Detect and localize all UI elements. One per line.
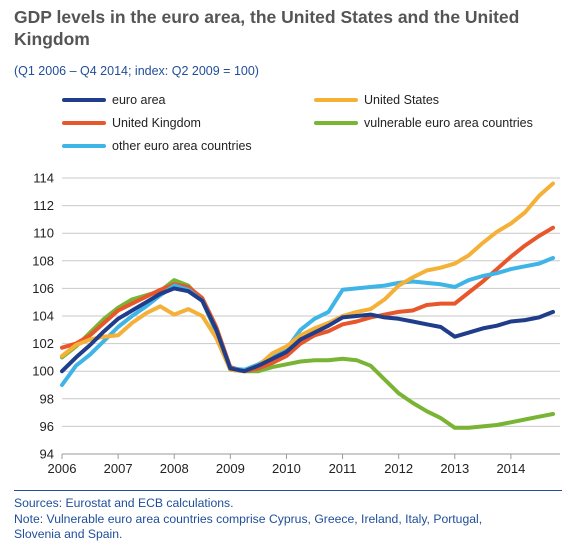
y-tick-label-98: 98 bbox=[40, 391, 54, 406]
line-chart: 94 96 98 100 102 104 106 108 110 112 114 2006 2007 20… bbox=[32, 171, 560, 476]
x-tick-label-2008: 2008 bbox=[160, 461, 189, 476]
y-tick-label-114: 114 bbox=[33, 171, 54, 186]
x-tick-label-2014: 2014 bbox=[496, 461, 525, 476]
x-tick-label-2013: 2013 bbox=[440, 461, 469, 476]
y-tick-label-94: 94 bbox=[40, 447, 54, 462]
x-tick-label-2006: 2006 bbox=[48, 461, 77, 476]
legend-item-other-euro: other euro area countries bbox=[62, 138, 252, 154]
x-tick-label-2007: 2007 bbox=[104, 461, 133, 476]
series-line-united-kingdom bbox=[60, 225, 555, 374]
legend-item-euro-area: euro area bbox=[62, 92, 166, 108]
legend-swatch-other-euro bbox=[62, 144, 106, 148]
y-tick-label-102: 102 bbox=[32, 336, 54, 351]
y-tick-label-112: 112 bbox=[33, 198, 54, 213]
legend-label-other-euro: other euro area countries bbox=[112, 139, 252, 153]
y-tick-label-104: 104 bbox=[32, 309, 54, 324]
legend-label-euro-area: euro area bbox=[112, 93, 166, 107]
footnotes: Sources: Eurostat and ECB calculations. … bbox=[14, 496, 564, 543]
x-tick-label-2011: 2011 bbox=[329, 461, 357, 476]
chart-title: GDP levels in the euro area, the United … bbox=[14, 7, 520, 49]
x-tick-label-2009: 2009 bbox=[216, 461, 245, 476]
legend-item-vulnerable: vulnerable euro area countries bbox=[314, 115, 533, 131]
legend-swatch-vulnerable bbox=[314, 121, 358, 125]
legend-swatch-united-kingdom bbox=[62, 121, 106, 125]
y-tick-label-96: 96 bbox=[40, 419, 54, 434]
legend-item-united-kingdom: United Kingdom bbox=[62, 115, 201, 131]
legend-item-united-states: United States bbox=[314, 92, 439, 108]
chart-subtitle: (Q1 2006 – Q4 2014; index: Q2 2009 = 100… bbox=[14, 64, 259, 78]
x-tick-label-2010: 2010 bbox=[272, 461, 301, 476]
legend-swatch-euro-area bbox=[62, 98, 106, 102]
legend-label-united-states: United States bbox=[364, 93, 440, 107]
series-line-united-states bbox=[60, 181, 555, 374]
y-tick-label-106: 106 bbox=[32, 281, 54, 296]
footnote-divider bbox=[14, 490, 562, 491]
y-tick-label-108: 108 bbox=[32, 253, 54, 268]
legend-label-vulnerable: vulnerable euro area countries bbox=[364, 116, 533, 130]
sources-note: Sources: Eurostat and ECB calculations. bbox=[14, 496, 234, 510]
y-tick-label-110: 110 bbox=[33, 226, 54, 241]
y-tick-label-100: 100 bbox=[32, 364, 54, 379]
legend-swatch-united-states bbox=[314, 98, 358, 102]
series-line-other-euro-area-countries bbox=[60, 256, 555, 387]
vulnerable-note-line1: Note: Vulnerable euro area countries com… bbox=[14, 511, 483, 526]
vulnerable-note-line2: Slovenia and Spain. bbox=[14, 527, 123, 541]
legend-label-united-kingdom: United Kingdom bbox=[112, 116, 201, 130]
series-line-euro-area bbox=[60, 286, 555, 374]
x-tick-label-2012: 2012 bbox=[384, 461, 413, 476]
